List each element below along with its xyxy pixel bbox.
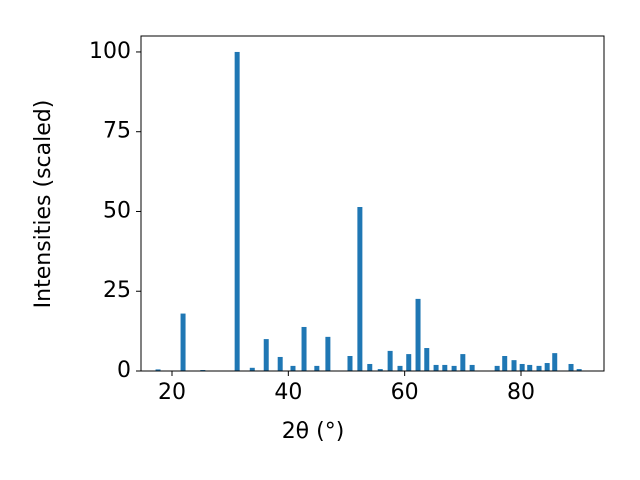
bar <box>301 326 307 371</box>
bar <box>367 363 373 371</box>
x-tick-label: 80 <box>507 380 535 405</box>
bar <box>433 364 439 371</box>
bar <box>494 365 500 371</box>
x-axis-label: 2θ (°) <box>282 419 345 444</box>
bar <box>511 360 517 371</box>
bar <box>347 356 353 371</box>
bar <box>180 313 186 371</box>
bar <box>325 336 331 371</box>
bar <box>568 363 574 371</box>
bar <box>460 354 466 371</box>
bar <box>387 350 393 371</box>
bar <box>424 348 430 371</box>
bar <box>377 369 383 371</box>
bar <box>406 354 412 371</box>
bar <box>249 367 255 371</box>
bar <box>155 369 161 371</box>
bar <box>234 51 240 371</box>
bar <box>415 298 421 371</box>
y-tick-label: 100 <box>89 39 131 64</box>
bar <box>263 339 269 371</box>
y-tick-label: 25 <box>103 278 131 303</box>
bar <box>576 369 582 371</box>
y-tick-label: 75 <box>103 119 131 144</box>
y-tick-label: 50 <box>103 198 131 223</box>
bar <box>536 365 542 371</box>
bar <box>451 365 457 371</box>
bar <box>314 365 320 371</box>
bar <box>519 363 525 371</box>
bar <box>469 364 475 371</box>
bar <box>544 363 550 371</box>
x-tick-label: 60 <box>391 380 419 405</box>
plot-frame <box>140 35 605 372</box>
x-tick-label: 20 <box>158 380 186 405</box>
bar <box>442 364 448 371</box>
bar <box>277 356 283 371</box>
bar <box>552 353 558 371</box>
bar <box>357 207 363 371</box>
x-tick-label: 40 <box>274 380 302 405</box>
bar <box>502 356 508 371</box>
y-tick-label: 0 <box>117 358 131 383</box>
bar <box>290 365 296 371</box>
bar <box>527 364 533 371</box>
bar <box>397 365 403 371</box>
y-axis-label: Intensities (scaled) <box>31 100 56 309</box>
